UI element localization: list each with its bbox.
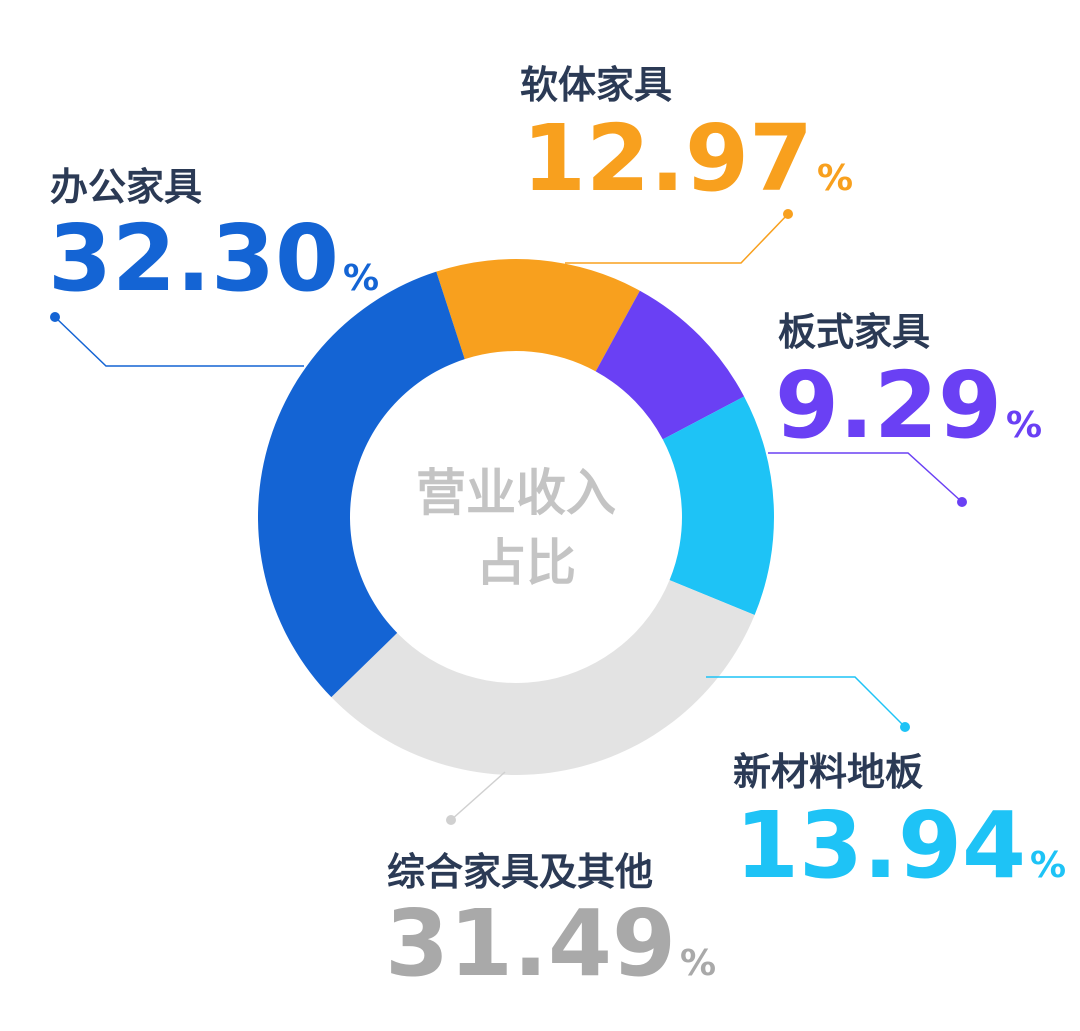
value-number-2: 13.94: [735, 792, 1026, 899]
category-label-3: 综合家具及其他: [387, 850, 653, 894]
value-number-0: 12.97: [522, 105, 813, 212]
leader-dot-0: [783, 209, 793, 219]
slice-1: [595, 290, 745, 440]
leader-dot-1: [957, 497, 967, 507]
value-label-1: 9.29%: [775, 352, 1042, 459]
leader-line-1: [768, 452, 963, 503]
leader-line-3: [450, 771, 506, 821]
slice-4: [257, 271, 465, 698]
leader-lines: [50, 209, 967, 825]
category-label-4: 办公家具: [50, 165, 202, 209]
value-label-3: 31.49%: [385, 890, 716, 997]
donut-slices: [257, 258, 774, 776]
value-number-4: 32.30: [48, 205, 339, 312]
value-label-4: 32.30%: [48, 205, 379, 312]
leader-line-2: [706, 676, 906, 728]
slice-2: [662, 396, 774, 616]
leader-line-4: [54, 316, 304, 367]
value-percent-4: %: [343, 258, 379, 299]
value-percent-3: %: [680, 943, 716, 984]
category-label-2: 新材料地板: [733, 750, 923, 794]
value-percent-2: %: [1030, 845, 1066, 886]
slice-3: [331, 580, 755, 776]
value-label-0: 12.97%: [522, 105, 853, 212]
slice-0: [436, 258, 640, 372]
value-number-1: 9.29: [775, 352, 1002, 459]
leader-dot-3: [446, 815, 456, 825]
center-label: 营业收入 占比: [416, 464, 616, 592]
category-label-0: 软体家具: [520, 63, 672, 107]
value-number-3: 31.49: [385, 890, 676, 997]
center-label-line-1: 营业收入: [416, 464, 616, 522]
leader-dot-4: [50, 312, 60, 322]
value-percent-0: %: [817, 158, 853, 199]
value-percent-1: %: [1006, 405, 1042, 446]
category-label-1: 板式家具: [778, 310, 930, 354]
leader-dot-2: [900, 722, 910, 732]
center-label-line-2: 占比: [476, 534, 576, 592]
value-label-2: 13.94%: [735, 792, 1066, 899]
leader-line-0: [565, 213, 789, 264]
